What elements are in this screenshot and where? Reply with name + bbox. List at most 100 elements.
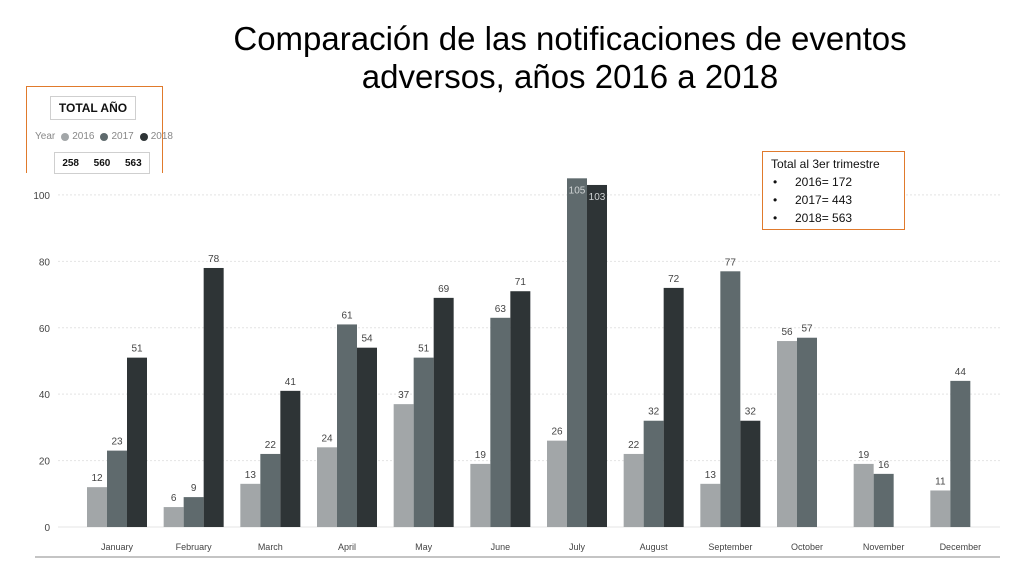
bar-december-2016	[930, 490, 951, 527]
bar-april-2017	[337, 324, 357, 527]
year-legend: Year 2016 2017 2018	[35, 131, 173, 142]
data-label-january-2018: 51	[131, 344, 143, 355]
data-label-february-2018: 78	[208, 254, 220, 265]
bar-december-2017	[950, 380, 971, 527]
legend-dot-2018	[139, 132, 148, 141]
chart-title-line-2: adversos, años 2016 a 2018	[361, 58, 779, 95]
bar-march-2016	[240, 483, 261, 527]
bar-november-2016	[853, 463, 874, 527]
data-label-june-2018: 71	[515, 277, 527, 288]
data-label-october-2016: 56	[781, 327, 793, 338]
bar-may-2017	[413, 357, 434, 527]
data-label-november-2016: 19	[858, 450, 870, 461]
year-legend-label: Year	[35, 131, 56, 142]
y-tick-label: 80	[39, 257, 51, 268]
bar-march-2018	[280, 390, 301, 527]
legend-dot-2017	[100, 132, 109, 141]
q3-totals-box: Total al 3er trimestre 2016= 172 2017= 4…	[762, 151, 905, 230]
data-label-september-2017: 77	[725, 257, 737, 268]
y-tick-label: 100	[33, 191, 50, 202]
data-label-december-2016: 11	[935, 476, 946, 487]
data-label-june-2017: 63	[495, 304, 507, 315]
bar-november-2017	[873, 473, 894, 527]
x-tick-label-october: October	[791, 542, 823, 552]
bar-june-2018	[510, 291, 531, 527]
data-label-february-2017: 9	[191, 483, 197, 494]
bar-may-2018	[433, 297, 454, 527]
data-label-august-2017: 32	[648, 407, 660, 418]
x-tick-label-april: April	[338, 542, 356, 552]
y-tick-label: 60	[39, 324, 51, 335]
data-label-march-2018: 41	[285, 377, 297, 388]
legend-year-2018: 2018	[150, 131, 173, 142]
x-tick-label-september: September	[708, 542, 752, 552]
bar-april-2016	[317, 447, 337, 527]
bar-july-2018	[587, 184, 607, 527]
legend-year-2016: 2016	[72, 131, 95, 142]
data-label-january-2016: 12	[91, 473, 103, 484]
totals-panel-frame	[26, 86, 163, 173]
y-tick-label: 0	[44, 523, 50, 534]
bar-july-2017	[567, 178, 587, 528]
data-label-february-2016: 6	[171, 493, 177, 504]
data-label-august-2016: 22	[628, 440, 640, 451]
data-label-april-2017: 61	[341, 310, 353, 321]
bar-june-2016	[470, 463, 491, 527]
legend-year-2017: 2017	[111, 131, 134, 142]
bar-september-2018	[740, 420, 761, 527]
chart-title: Comparación de las notificaciones de eve…	[215, 20, 925, 96]
x-tick-label-june: June	[491, 542, 511, 552]
totals-values: 258 560 563	[54, 152, 150, 174]
bar-march-2017	[260, 453, 281, 527]
x-tick-label-november: November	[863, 542, 905, 552]
bar-june-2017	[490, 317, 511, 527]
bar-february-2018	[203, 267, 224, 527]
bar-february-2016	[163, 507, 184, 527]
totals-panel-title: TOTAL AÑO	[50, 96, 136, 120]
bar-january-2018	[127, 357, 147, 527]
data-label-june-2016: 19	[475, 450, 487, 461]
data-label-september-2018: 32	[745, 407, 757, 418]
legend-dot-2016	[61, 132, 70, 141]
data-label-july-2016: 26	[551, 427, 563, 438]
q3-totals-title: Total al 3er trimestre	[771, 157, 880, 171]
chart-title-line-1: Comparación de las notificaciones de eve…	[233, 20, 907, 57]
q3-totals-list: 2016= 172 2017= 443 2018= 563	[771, 173, 896, 227]
data-label-august-2018: 72	[668, 274, 680, 285]
bar-october-2017	[797, 337, 817, 527]
x-tick-label-december: December	[940, 542, 982, 552]
data-label-july-2018: 103	[589, 192, 606, 203]
data-label-december-2017: 44	[955, 367, 967, 378]
data-label-september-2016: 13	[705, 470, 717, 481]
q3-total-2016: 2016= 172	[771, 173, 896, 191]
bar-august-2017	[643, 420, 664, 527]
bar-january-2017	[107, 450, 127, 527]
data-label-april-2018: 54	[361, 334, 373, 345]
data-label-january-2017: 23	[111, 437, 123, 448]
bar-october-2016	[777, 341, 797, 527]
x-tick-label-february: February	[176, 542, 213, 552]
x-tick-label-march: March	[258, 542, 283, 552]
bar-september-2016	[700, 483, 721, 527]
y-tick-label: 20	[39, 457, 51, 468]
bar-july-2016	[547, 440, 567, 527]
bar-april-2018	[357, 347, 377, 527]
data-label-november-2017: 16	[878, 460, 890, 471]
q3-total-2017: 2017= 443	[771, 191, 896, 209]
data-label-october-2017: 57	[801, 324, 813, 335]
data-label-may-2018: 69	[438, 284, 450, 295]
data-label-july-2017: 105	[569, 185, 586, 196]
data-label-april-2016: 24	[321, 433, 333, 444]
y-tick-label: 40	[39, 390, 51, 401]
data-label-march-2016: 13	[245, 470, 257, 481]
bar-january-2016	[87, 487, 107, 527]
data-label-march-2017: 22	[265, 440, 277, 451]
x-tick-label-may: May	[415, 542, 433, 552]
bar-august-2016	[623, 453, 644, 527]
data-label-may-2017: 51	[418, 344, 430, 355]
bar-august-2018	[663, 287, 684, 527]
total-2018: 563	[124, 157, 142, 169]
x-tick-label-january: January	[101, 542, 134, 552]
x-tick-label-august: August	[640, 542, 669, 552]
